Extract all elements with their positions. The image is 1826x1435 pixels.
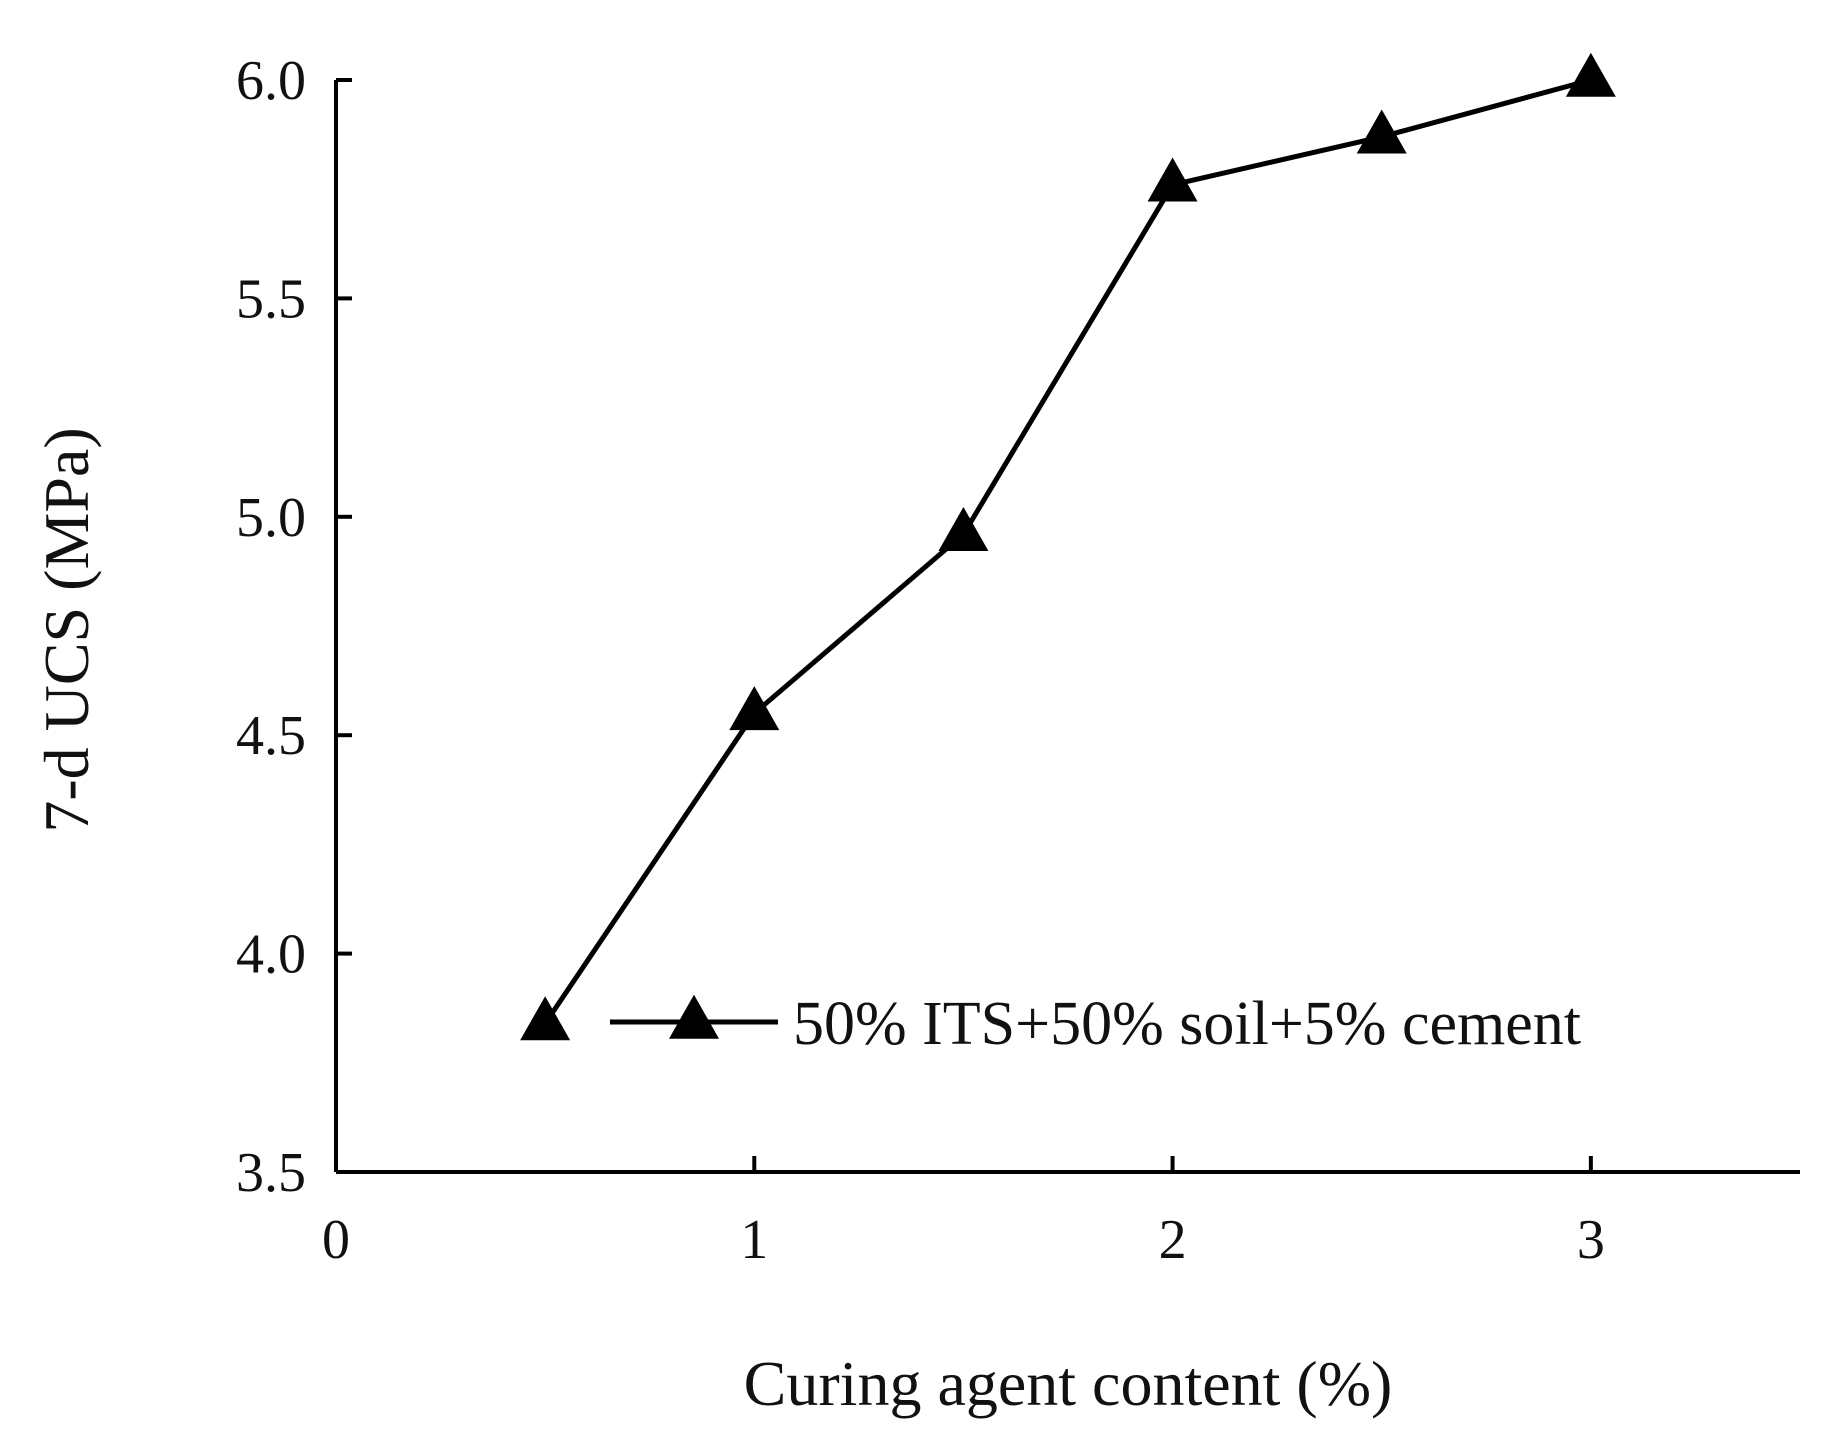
- x-tick-label: 3: [1577, 1209, 1605, 1271]
- y-tick-label: 5.0: [236, 487, 306, 549]
- series-group: [520, 52, 1616, 1041]
- axes: [334, 80, 1800, 1174]
- data-point-triangle: [1356, 109, 1407, 154]
- y-tick-label: 6.0: [236, 50, 306, 112]
- y-axis-ticks: 3.5 4.0 4.5 5.0 5.5 6.0: [236, 50, 352, 1204]
- data-point-triangle: [1565, 52, 1616, 97]
- data-point-triangle: [520, 996, 571, 1041]
- x-axis-ticks: 0 1 2 3: [322, 1156, 1605, 1271]
- data-point-triangle: [938, 506, 989, 551]
- data-point-triangle: [729, 686, 780, 731]
- data-point-triangle: [1147, 157, 1198, 202]
- x-tick-label: 0: [322, 1209, 350, 1271]
- legend-triangle-marker: [669, 994, 719, 1039]
- x-tick-label: 2: [1159, 1209, 1187, 1271]
- y-axis-title: 7-d UCS (MPa): [31, 427, 102, 832]
- x-axis-title: Curing agent content (%): [744, 1348, 1393, 1419]
- series-line: [543, 77, 1592, 1025]
- y-tick-label: 5.5: [236, 268, 306, 330]
- legend-label: 50% ITS+50% soil+5% cement: [793, 990, 1581, 1058]
- x-tick-label: 1: [740, 1209, 768, 1271]
- y-tick-label: 4.0: [236, 924, 306, 986]
- y-tick-label: 3.5: [236, 1142, 306, 1204]
- legend: 50% ITS+50% soil+5% cement: [610, 990, 1581, 1058]
- y-tick-label: 4.5: [236, 705, 306, 767]
